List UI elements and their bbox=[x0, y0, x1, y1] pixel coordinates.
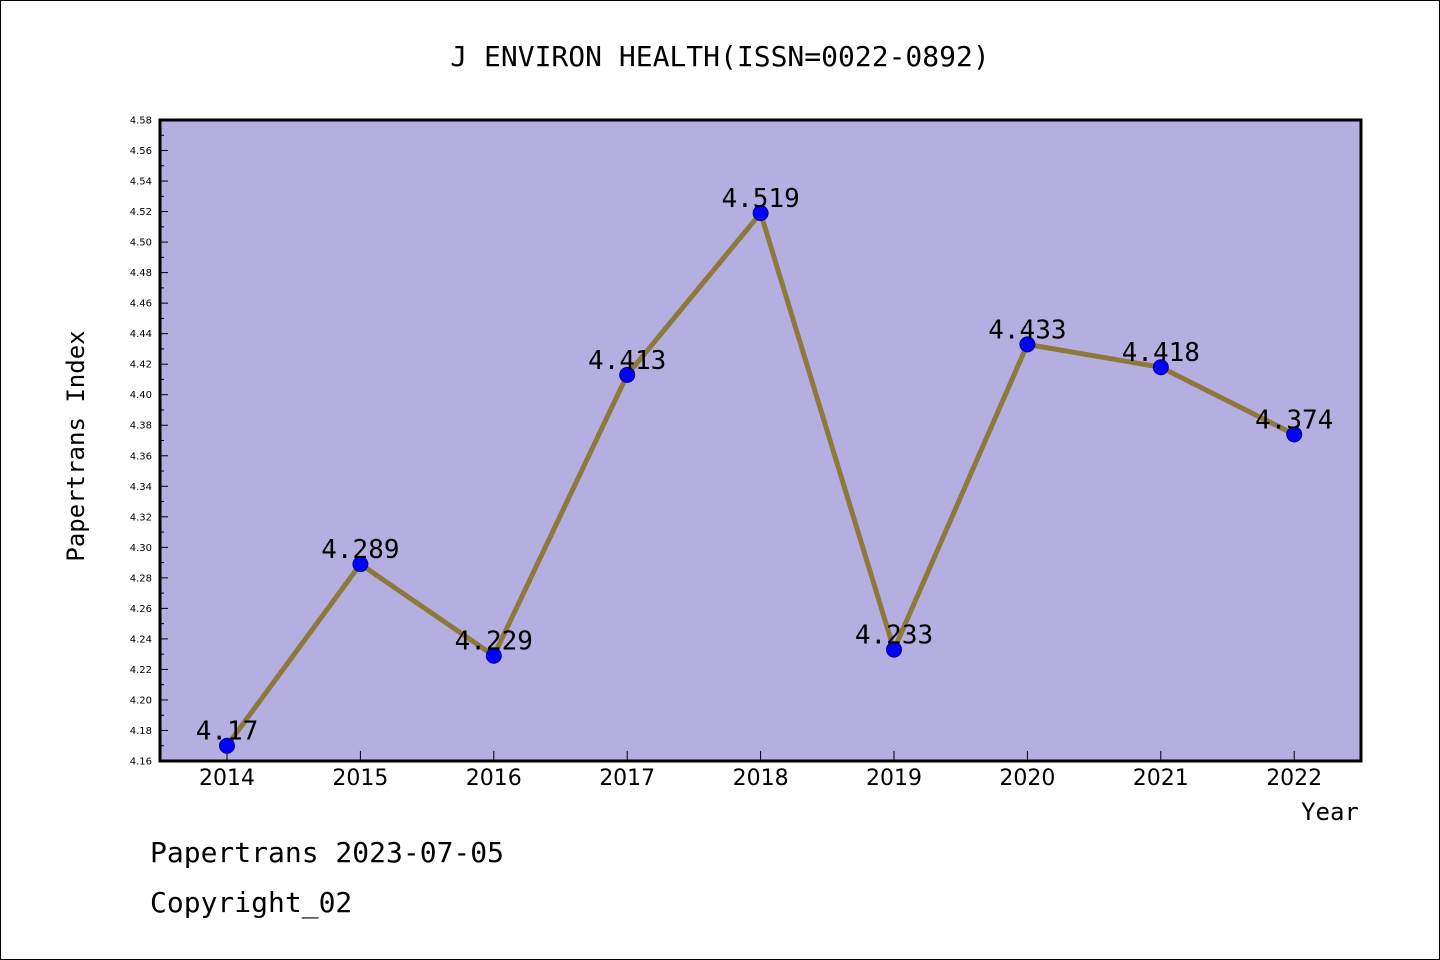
data-label: 4.233 bbox=[855, 621, 933, 651]
y-tick-label: 4.38 bbox=[130, 421, 152, 432]
y-tick-label: 4.36 bbox=[130, 451, 152, 462]
y-tick-label: 4.22 bbox=[130, 665, 152, 676]
y-tick-label: 4.48 bbox=[130, 268, 152, 279]
y-axis-label: Papertrans Index bbox=[62, 330, 90, 561]
y-tick-label: 4.40 bbox=[130, 390, 152, 401]
data-point bbox=[485, 647, 502, 664]
x-tick-label: 2018 bbox=[733, 766, 789, 791]
y-tick-label: 4.42 bbox=[130, 360, 152, 371]
data-label: 4.519 bbox=[721, 184, 799, 214]
y-tick-label: 4.52 bbox=[130, 207, 152, 218]
data-label: 4.433 bbox=[988, 315, 1066, 345]
data-point bbox=[1286, 426, 1303, 443]
x-tick-label: 2016 bbox=[466, 766, 522, 791]
x-tick-label: 2017 bbox=[599, 766, 655, 791]
footer-date: Papertrans 2023-07-05 bbox=[150, 836, 505, 869]
data-point bbox=[752, 205, 769, 222]
data-point bbox=[219, 737, 235, 754]
data-label: 4.289 bbox=[321, 535, 399, 565]
y-tick-label: 4.56 bbox=[130, 146, 152, 157]
data-label: 4.17 bbox=[196, 717, 259, 747]
y-tick-label: 4.26 bbox=[130, 604, 152, 615]
data-point bbox=[1152, 359, 1169, 376]
data-point bbox=[619, 366, 636, 383]
x-tick-label: 2014 bbox=[199, 766, 255, 791]
footer-copyright: Copyright_02 bbox=[150, 886, 353, 919]
y-tick-label: 4.32 bbox=[130, 512, 152, 523]
y-tick-label: 4.30 bbox=[130, 543, 152, 554]
y-tick-label: 4.16 bbox=[130, 757, 152, 768]
x-axis: 2014 2015 2016 2017 2018 2019 2020 2021 2022 bbox=[199, 751, 1322, 791]
data-label: 4.418 bbox=[1122, 338, 1200, 368]
data-point bbox=[886, 641, 902, 658]
data-labels: 4.17 4.289 4.229 4.413 4.519 4.233 4.433 4.418 4… bbox=[196, 184, 1334, 747]
x-axis-label: Year bbox=[1301, 798, 1359, 826]
data-markers bbox=[219, 205, 1303, 754]
chart-title: J ENVIRON HEALTH(ISSN=0022-0892) bbox=[450, 40, 989, 73]
y-tick-label: 4.18 bbox=[130, 726, 152, 737]
x-tick-label: 2022 bbox=[1266, 766, 1322, 791]
plot-area bbox=[158, 118, 1363, 763]
x-tick-label: 2015 bbox=[332, 766, 388, 791]
y-tick-label: 4.28 bbox=[130, 573, 152, 584]
data-point bbox=[352, 556, 369, 573]
y-tick-label: 4.58 bbox=[130, 116, 152, 127]
data-point bbox=[1019, 336, 1036, 353]
y-tick-label: 4.46 bbox=[130, 299, 152, 310]
y-axis: 4.16 4.18 4.20 4.22 4.24 4.26 4.28 4.30 4.32 4.34… bbox=[130, 116, 168, 768]
data-label: 4.413 bbox=[588, 346, 666, 376]
x-tick-label: 2019 bbox=[866, 766, 922, 791]
y-tick-label: 4.20 bbox=[130, 695, 152, 706]
y-tick-label: 4.50 bbox=[130, 238, 152, 249]
y-tick-label: 4.54 bbox=[130, 177, 152, 188]
data-label: 4.229 bbox=[455, 627, 533, 657]
y-tick-label: 4.34 bbox=[130, 482, 152, 493]
x-tick-label: 2021 bbox=[1133, 766, 1189, 791]
x-tick-label: 2020 bbox=[999, 766, 1055, 791]
y-tick-label: 4.44 bbox=[130, 329, 152, 340]
data-label: 4.374 bbox=[1255, 405, 1333, 435]
y-tick-label: 4.24 bbox=[130, 634, 152, 645]
